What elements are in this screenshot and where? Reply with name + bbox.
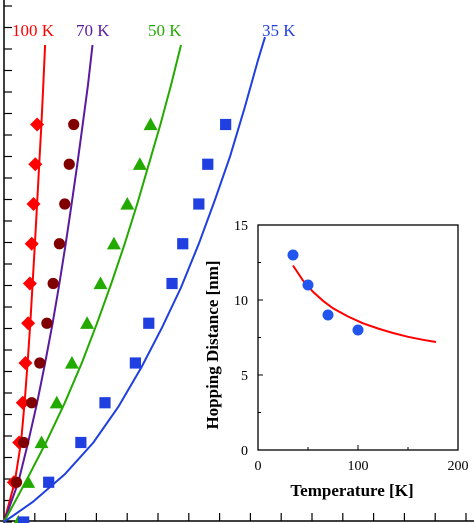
data-point (129, 357, 141, 369)
series-label-50k: 50 K (148, 21, 182, 40)
data-point (106, 236, 121, 250)
inset-data-point (322, 309, 334, 321)
data-point (80, 316, 95, 329)
data-point (143, 317, 155, 329)
data-point (18, 356, 33, 370)
data-point (10, 476, 23, 488)
series-70k (3, 44, 94, 523)
inset-y-tick-label: 10 (234, 294, 248, 309)
inset-y-tick-label: 5 (241, 369, 248, 384)
series-50k (3, 44, 182, 523)
fit-line (3, 44, 182, 523)
inset-fit-line (292, 264, 437, 343)
inset-x-tick-label: 0 (255, 459, 262, 474)
data-point (53, 238, 66, 250)
fit-line (3, 36, 266, 523)
data-point (68, 118, 80, 131)
inset-data-point (352, 324, 364, 336)
data-point (99, 397, 111, 409)
inset-data-point (302, 279, 314, 291)
data-point (93, 276, 108, 290)
inset-data-point (287, 249, 299, 261)
data-point (49, 395, 64, 409)
data-point (193, 198, 205, 210)
data-point (75, 436, 87, 449)
inset-x-axis-label: Temperature [K] (290, 481, 413, 500)
series-labels: 100 K 70 K 50 K 35 K (12, 21, 296, 40)
data-point (21, 475, 36, 488)
data-point (47, 277, 59, 290)
data-point (30, 117, 45, 132)
data-point (120, 197, 135, 210)
series-label-100k: 100 K (12, 21, 55, 40)
series-label-35k: 35 K (262, 21, 296, 40)
data-point (59, 198, 71, 210)
data-point (220, 118, 232, 131)
data-point (28, 157, 43, 172)
data-point (26, 397, 38, 409)
data-point (143, 117, 158, 131)
series-100k (3, 44, 47, 523)
series-35k (3, 36, 266, 523)
inset-plot: 0 5 10 15 0 100 200 Hopping Distance [nm] Temper… (203, 214, 469, 504)
data-point (21, 316, 36, 331)
data-point (18, 516, 30, 523)
data-point (22, 276, 37, 291)
data-point (64, 356, 79, 369)
data-point (63, 158, 75, 170)
data-point (166, 277, 178, 290)
data-point (43, 476, 55, 488)
data-point (202, 158, 214, 170)
inset-y-tick-label: 0 (241, 444, 248, 459)
data-point (132, 157, 147, 170)
data-point (24, 236, 39, 251)
inset-x-tick-label: 200 (448, 459, 469, 474)
inset-background (236, 214, 468, 504)
data-point (34, 357, 46, 369)
data-point (34, 435, 49, 449)
data-point (41, 317, 53, 329)
data-point (177, 238, 189, 250)
data-point (15, 395, 30, 410)
data-point (26, 197, 41, 211)
inset-x-tick-label: 100 (348, 459, 369, 474)
series-label-70k: 70 K (76, 21, 110, 40)
inset-y-tick-label: 15 (234, 219, 248, 234)
inset-y-axis-label: Hopping Distance [nm] (203, 260, 222, 429)
data-point (18, 436, 30, 449)
